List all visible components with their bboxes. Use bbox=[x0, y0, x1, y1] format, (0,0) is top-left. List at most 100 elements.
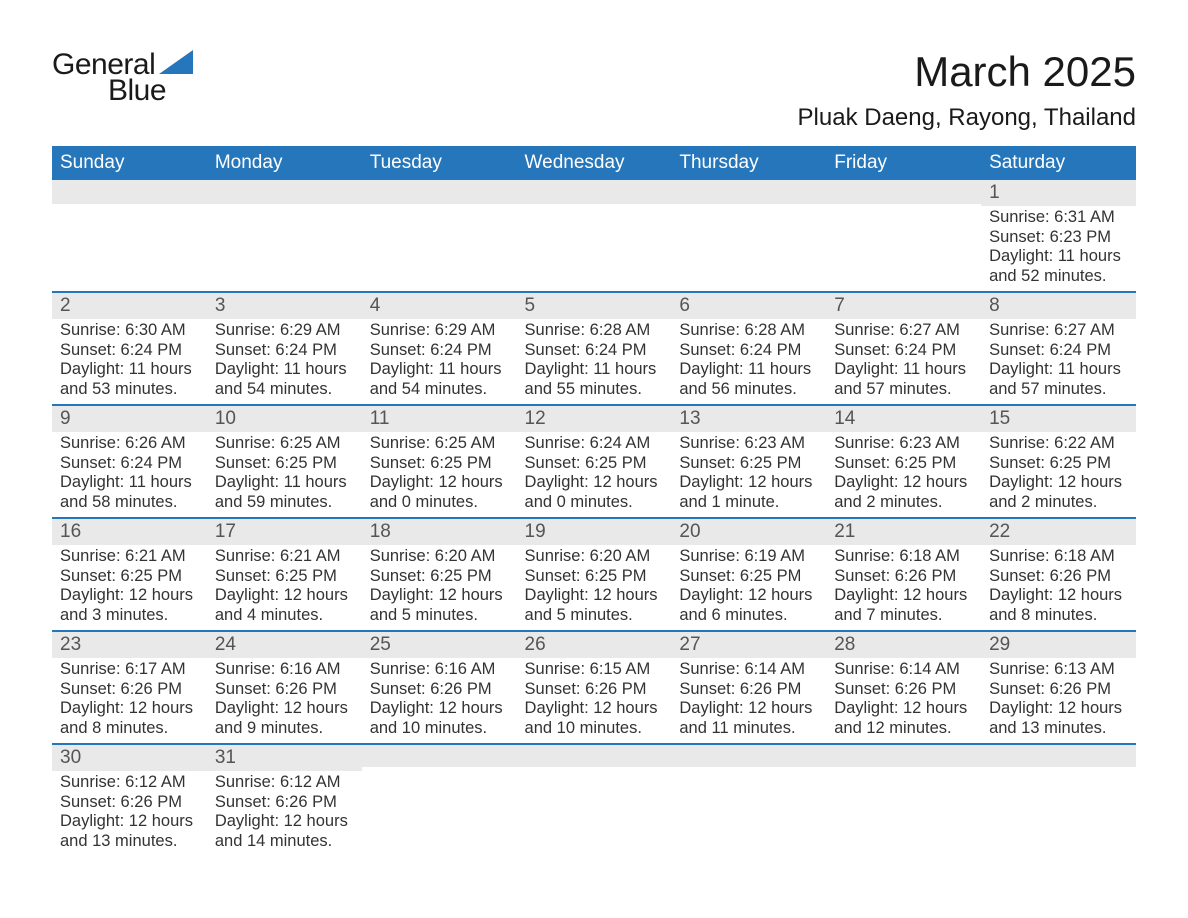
sunset-text: Sunset: 6:26 PM bbox=[834, 567, 973, 587]
sunset-text: Sunset: 6:26 PM bbox=[989, 680, 1128, 700]
sunset-text: Sunset: 6:24 PM bbox=[60, 454, 199, 474]
sunset-text: Sunset: 6:25 PM bbox=[370, 454, 509, 474]
logo: General Blue bbox=[52, 48, 193, 108]
daylight-text: Daylight: 11 hours and 56 minutes. bbox=[679, 360, 818, 400]
day-number bbox=[207, 180, 362, 204]
day-details: Sunrise: 6:16 AMSunset: 6:26 PMDaylight:… bbox=[207, 658, 362, 743]
day-number: 7 bbox=[826, 291, 981, 319]
daylight-text: Daylight: 12 hours and 11 minutes. bbox=[679, 699, 818, 739]
sunrise-text: Sunrise: 6:22 AM bbox=[989, 434, 1128, 454]
calendar-day-cell bbox=[362, 180, 517, 291]
sunset-text: Sunset: 6:26 PM bbox=[989, 567, 1128, 587]
sunrise-text: Sunrise: 6:31 AM bbox=[989, 208, 1128, 228]
calendar-day-cell: 13Sunrise: 6:23 AMSunset: 6:25 PMDayligh… bbox=[671, 404, 826, 517]
calendar-day-cell bbox=[981, 743, 1136, 856]
calendar-day-cell: 25Sunrise: 6:16 AMSunset: 6:26 PMDayligh… bbox=[362, 630, 517, 743]
sunrise-text: Sunrise: 6:15 AM bbox=[525, 660, 664, 680]
calendar-day-cell: 29Sunrise: 6:13 AMSunset: 6:26 PMDayligh… bbox=[981, 630, 1136, 743]
daylight-text: Daylight: 11 hours and 58 minutes. bbox=[60, 473, 199, 513]
calendar-day-cell: 22Sunrise: 6:18 AMSunset: 6:26 PMDayligh… bbox=[981, 517, 1136, 630]
day-details: Sunrise: 6:21 AMSunset: 6:25 PMDaylight:… bbox=[52, 545, 207, 630]
sunset-text: Sunset: 6:26 PM bbox=[60, 680, 199, 700]
daylight-text: Daylight: 11 hours and 57 minutes. bbox=[834, 360, 973, 400]
sunset-text: Sunset: 6:25 PM bbox=[370, 567, 509, 587]
day-number: 13 bbox=[671, 404, 826, 432]
calendar-day-cell: 12Sunrise: 6:24 AMSunset: 6:25 PMDayligh… bbox=[517, 404, 672, 517]
sunrise-text: Sunrise: 6:19 AM bbox=[679, 547, 818, 567]
sunrise-text: Sunrise: 6:20 AM bbox=[370, 547, 509, 567]
sunrise-text: Sunrise: 6:28 AM bbox=[679, 321, 818, 341]
logo-text-blue: Blue bbox=[108, 74, 193, 108]
col-header: Friday bbox=[826, 146, 981, 180]
day-number: 14 bbox=[826, 404, 981, 432]
daylight-text: Daylight: 12 hours and 10 minutes. bbox=[370, 699, 509, 739]
daylight-text: Daylight: 11 hours and 54 minutes. bbox=[370, 360, 509, 400]
daylight-text: Daylight: 12 hours and 1 minute. bbox=[679, 473, 818, 513]
calendar-day-cell: 14Sunrise: 6:23 AMSunset: 6:25 PMDayligh… bbox=[826, 404, 981, 517]
day-number: 4 bbox=[362, 291, 517, 319]
day-details: Sunrise: 6:15 AMSunset: 6:26 PMDaylight:… bbox=[517, 658, 672, 743]
calendar-day-cell: 21Sunrise: 6:18 AMSunset: 6:26 PMDayligh… bbox=[826, 517, 981, 630]
day-number: 1 bbox=[981, 180, 1136, 206]
sunset-text: Sunset: 6:25 PM bbox=[525, 454, 664, 474]
sunset-text: Sunset: 6:25 PM bbox=[834, 454, 973, 474]
day-number: 2 bbox=[52, 291, 207, 319]
calendar-day-cell: 6Sunrise: 6:28 AMSunset: 6:24 PMDaylight… bbox=[671, 291, 826, 404]
location-label: Pluak Daeng, Rayong, Thailand bbox=[798, 104, 1136, 132]
sunset-text: Sunset: 6:25 PM bbox=[215, 454, 354, 474]
calendar-day-cell: 3Sunrise: 6:29 AMSunset: 6:24 PMDaylight… bbox=[207, 291, 362, 404]
calendar-week-row: 16Sunrise: 6:21 AMSunset: 6:25 PMDayligh… bbox=[52, 517, 1136, 630]
day-details: Sunrise: 6:31 AMSunset: 6:23 PMDaylight:… bbox=[981, 206, 1136, 291]
calendar-day-cell: 30Sunrise: 6:12 AMSunset: 6:26 PMDayligh… bbox=[52, 743, 207, 856]
sunrise-text: Sunrise: 6:23 AM bbox=[679, 434, 818, 454]
sunset-text: Sunset: 6:26 PM bbox=[215, 680, 354, 700]
day-number bbox=[517, 743, 672, 767]
calendar-table: Sunday Monday Tuesday Wednesday Thursday… bbox=[52, 146, 1136, 856]
daylight-text: Daylight: 11 hours and 59 minutes. bbox=[215, 473, 354, 513]
day-details: Sunrise: 6:19 AMSunset: 6:25 PMDaylight:… bbox=[671, 545, 826, 630]
daylight-text: Daylight: 11 hours and 54 minutes. bbox=[215, 360, 354, 400]
sunset-text: Sunset: 6:26 PM bbox=[525, 680, 664, 700]
sunset-text: Sunset: 6:25 PM bbox=[679, 454, 818, 474]
calendar-day-cell: 10Sunrise: 6:25 AMSunset: 6:25 PMDayligh… bbox=[207, 404, 362, 517]
calendar-day-cell: 4Sunrise: 6:29 AMSunset: 6:24 PMDaylight… bbox=[362, 291, 517, 404]
day-details: Sunrise: 6:25 AMSunset: 6:25 PMDaylight:… bbox=[207, 432, 362, 517]
day-number: 16 bbox=[52, 517, 207, 545]
sunrise-text: Sunrise: 6:16 AM bbox=[215, 660, 354, 680]
day-details: Sunrise: 6:12 AMSunset: 6:26 PMDaylight:… bbox=[207, 771, 362, 856]
sunset-text: Sunset: 6:24 PM bbox=[60, 341, 199, 361]
day-details: Sunrise: 6:16 AMSunset: 6:26 PMDaylight:… bbox=[362, 658, 517, 743]
col-header: Wednesday bbox=[517, 146, 672, 180]
daylight-text: Daylight: 12 hours and 2 minutes. bbox=[834, 473, 973, 513]
calendar-week-row: 1Sunrise: 6:31 AMSunset: 6:23 PMDaylight… bbox=[52, 180, 1136, 291]
daylight-text: Daylight: 12 hours and 8 minutes. bbox=[989, 586, 1128, 626]
day-details: Sunrise: 6:18 AMSunset: 6:26 PMDaylight:… bbox=[981, 545, 1136, 630]
calendar-day-cell bbox=[517, 180, 672, 291]
day-number: 17 bbox=[207, 517, 362, 545]
day-details: Sunrise: 6:17 AMSunset: 6:26 PMDaylight:… bbox=[52, 658, 207, 743]
sunrise-text: Sunrise: 6:25 AM bbox=[215, 434, 354, 454]
day-number: 27 bbox=[671, 630, 826, 658]
daylight-text: Daylight: 12 hours and 4 minutes. bbox=[215, 586, 354, 626]
sunrise-text: Sunrise: 6:21 AM bbox=[215, 547, 354, 567]
day-number bbox=[517, 180, 672, 204]
calendar-day-cell bbox=[207, 180, 362, 291]
calendar-day-cell bbox=[826, 743, 981, 856]
day-details: Sunrise: 6:18 AMSunset: 6:26 PMDaylight:… bbox=[826, 545, 981, 630]
daylight-text: Daylight: 12 hours and 0 minutes. bbox=[370, 473, 509, 513]
calendar-week-row: 30Sunrise: 6:12 AMSunset: 6:26 PMDayligh… bbox=[52, 743, 1136, 856]
sunset-text: Sunset: 6:24 PM bbox=[370, 341, 509, 361]
sunrise-text: Sunrise: 6:28 AM bbox=[525, 321, 664, 341]
day-details: Sunrise: 6:23 AMSunset: 6:25 PMDaylight:… bbox=[826, 432, 981, 517]
daylight-text: Daylight: 12 hours and 13 minutes. bbox=[989, 699, 1128, 739]
calendar-day-cell: 20Sunrise: 6:19 AMSunset: 6:25 PMDayligh… bbox=[671, 517, 826, 630]
sunrise-text: Sunrise: 6:17 AM bbox=[60, 660, 199, 680]
sunset-text: Sunset: 6:26 PM bbox=[370, 680, 509, 700]
day-details: Sunrise: 6:27 AMSunset: 6:24 PMDaylight:… bbox=[981, 319, 1136, 404]
calendar-week-row: 9Sunrise: 6:26 AMSunset: 6:24 PMDaylight… bbox=[52, 404, 1136, 517]
sunset-text: Sunset: 6:26 PM bbox=[60, 793, 199, 813]
day-number: 23 bbox=[52, 630, 207, 658]
calendar-day-cell bbox=[362, 743, 517, 856]
sunrise-text: Sunrise: 6:29 AM bbox=[370, 321, 509, 341]
day-details: Sunrise: 6:28 AMSunset: 6:24 PMDaylight:… bbox=[671, 319, 826, 404]
